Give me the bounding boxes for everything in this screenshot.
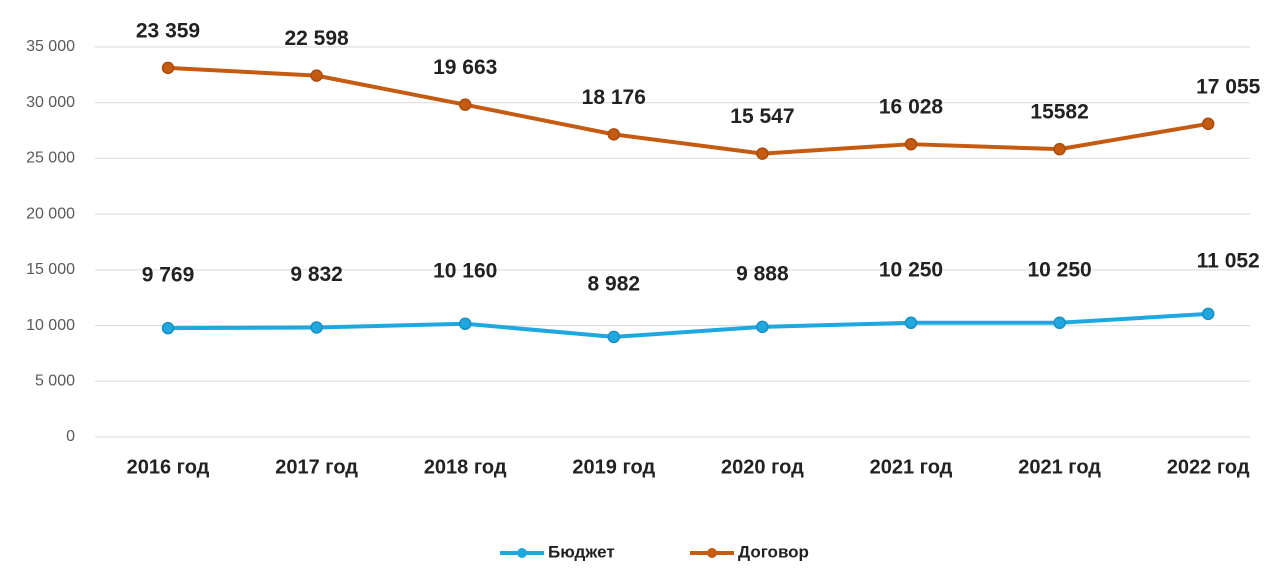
y-tick-label: 0 bbox=[66, 428, 75, 445]
x-tick-label: 2017 год bbox=[275, 456, 358, 478]
x-tick-label: 2021 год bbox=[870, 456, 953, 478]
point-marker bbox=[756, 147, 769, 160]
point-marker bbox=[1053, 316, 1066, 330]
legend-marker bbox=[707, 548, 717, 558]
data-label: 15 547 bbox=[730, 105, 794, 128]
data-label: 18 176 bbox=[582, 86, 646, 109]
data-label: 17 055 bbox=[1196, 75, 1261, 98]
data-label: 19 663 bbox=[433, 56, 497, 79]
point-marker bbox=[756, 320, 769, 334]
point-marker bbox=[607, 330, 621, 344]
legend-marker bbox=[517, 548, 527, 558]
data-label: 15582 bbox=[1030, 101, 1088, 124]
data-label: 10 250 bbox=[1027, 258, 1091, 281]
point-marker bbox=[607, 128, 621, 141]
point-marker bbox=[161, 61, 175, 75]
data-label: 10 250 bbox=[879, 258, 943, 281]
data-label: 22 598 bbox=[284, 27, 349, 50]
y-tick-label: 30 000 bbox=[26, 94, 75, 111]
data-label: 11 052 bbox=[1197, 249, 1260, 272]
x-tick-label: 2019 год bbox=[572, 456, 655, 478]
point-marker bbox=[1201, 307, 1215, 321]
x-tick-label: 2020 год bbox=[721, 456, 804, 478]
point-marker bbox=[1053, 142, 1066, 156]
data-label: 9 832 bbox=[290, 263, 343, 286]
y-tick-label: 15 000 bbox=[26, 261, 75, 278]
data-label: 10 160 bbox=[433, 259, 497, 282]
legend-label: Договор bbox=[738, 542, 809, 561]
series-line bbox=[167, 311, 1209, 339]
data-label: 8 982 bbox=[588, 272, 641, 295]
data-label: 23 359 bbox=[136, 19, 200, 42]
point-marker bbox=[1201, 117, 1215, 131]
data-label: 16 028 bbox=[879, 96, 944, 119]
x-tick-label: 2022 год bbox=[1167, 456, 1250, 478]
point-marker bbox=[161, 321, 175, 335]
y-tick-label: 10 000 bbox=[26, 317, 75, 334]
point-marker bbox=[904, 137, 918, 151]
x-tick-label: 2021 год bbox=[1018, 456, 1101, 478]
data-label: 9 888 bbox=[736, 262, 789, 285]
series-line bbox=[167, 65, 1209, 156]
x-tick-label: 2016 год bbox=[127, 456, 210, 478]
x-tick-label: 2018 год bbox=[424, 456, 507, 478]
legend-label: Бюджет bbox=[548, 542, 615, 561]
point-marker bbox=[310, 69, 323, 82]
data-label: 9 769 bbox=[142, 264, 195, 287]
point-marker bbox=[310, 321, 323, 334]
point-marker bbox=[904, 316, 918, 330]
y-tick-label: 5 000 bbox=[35, 373, 75, 390]
y-tick-label: 35 000 bbox=[26, 38, 75, 55]
point-marker bbox=[458, 317, 472, 331]
point-marker bbox=[458, 98, 472, 111]
y-tick-label: 20 000 bbox=[26, 205, 75, 222]
y-tick-label: 25 000 bbox=[26, 150, 75, 167]
